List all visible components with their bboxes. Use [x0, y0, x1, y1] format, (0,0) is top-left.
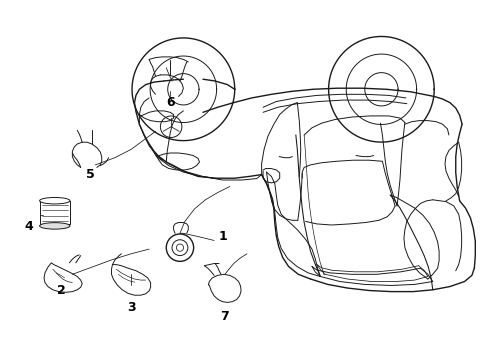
- Ellipse shape: [40, 222, 70, 229]
- Text: 3: 3: [126, 301, 135, 314]
- Polygon shape: [111, 265, 150, 295]
- Text: 2: 2: [57, 284, 65, 297]
- Text: 5: 5: [86, 168, 95, 181]
- Polygon shape: [208, 274, 241, 302]
- Ellipse shape: [40, 197, 70, 204]
- Text: 7: 7: [220, 310, 229, 323]
- Text: 4: 4: [24, 220, 33, 233]
- Text: 1: 1: [218, 230, 226, 243]
- Text: 6: 6: [165, 96, 174, 109]
- Polygon shape: [40, 201, 70, 224]
- Polygon shape: [44, 263, 82, 292]
